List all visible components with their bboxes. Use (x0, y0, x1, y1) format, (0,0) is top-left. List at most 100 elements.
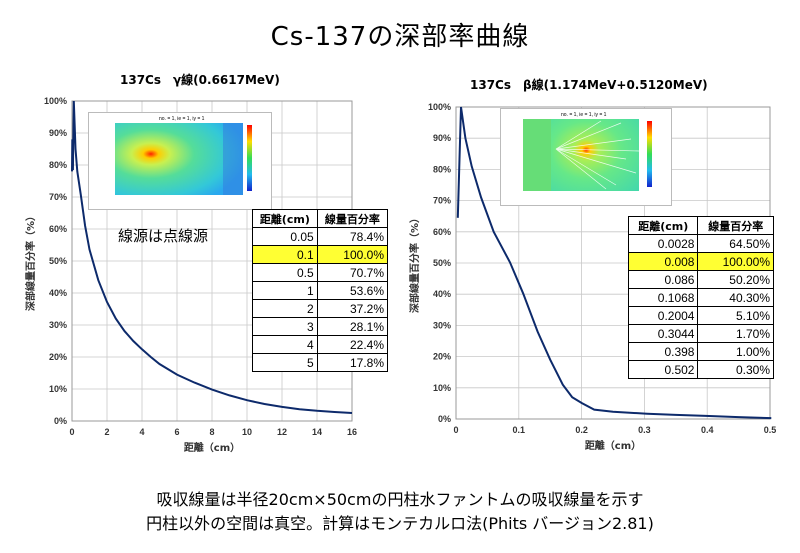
x-tick-label: 0.2 (575, 425, 588, 435)
page-title: Cs-137の深部率曲線 (270, 22, 530, 52)
y-axis-label: 深部線量百分率（%） (24, 211, 37, 311)
y-tick-label: 50% (433, 258, 451, 268)
table-header-dose: 線量百分率 (316, 209, 389, 228)
y-tick-label: 30% (433, 320, 451, 330)
x-axis-label: 距離（cm） (585, 439, 641, 452)
table-row: 0.398 1.00% (627, 342, 774, 361)
dose-cell: 53.6% (316, 281, 389, 300)
distance-cell: 0.008 (627, 252, 699, 271)
dose-cell: 5.10% (697, 306, 774, 325)
distance-cell: 0.5 (252, 263, 318, 282)
x-tick-label: 14 (312, 427, 322, 437)
distance-cell: 0.2004 (627, 306, 699, 325)
x-tick-label: 16 (347, 427, 357, 437)
x-tick-label: 4 (139, 427, 144, 437)
y-tick-label: 40% (433, 289, 451, 299)
y-tick-label: 70% (49, 192, 67, 202)
x-tick-label: 0 (453, 425, 458, 435)
series-line (71, 100, 353, 414)
dose-cell: 37.2% (316, 299, 389, 318)
y-tick-label: 20% (49, 352, 67, 362)
series-line (456, 106, 772, 420)
x-tick-label: 6 (174, 427, 179, 437)
y-tick-label: 50% (49, 256, 67, 266)
dose-cell: 1.00% (697, 342, 774, 361)
x-tick-label: 0 (69, 427, 74, 437)
table-row: 0.05 78.4% (252, 227, 389, 246)
gamma-simulation-inset: no. = 1, ie = 1, iy = 1 (88, 112, 272, 210)
x-tick-label: 0.1 (513, 425, 526, 435)
distance-cell: 5 (252, 353, 318, 372)
dose-cell: 40.30% (697, 288, 774, 307)
dose-cell: 70.7% (316, 263, 389, 282)
x-tick-label: 0.4 (701, 425, 714, 435)
table-row: 0.3044 1.70% (627, 324, 774, 343)
table-row: 5 17.8% (252, 353, 389, 372)
table-row: 0.086 50.20% (627, 270, 774, 289)
x-tick-label: 0.3 (638, 425, 651, 435)
y-tick-label: 10% (49, 384, 67, 394)
y-tick-label: 60% (433, 227, 451, 237)
y-tick-label: 80% (49, 160, 67, 170)
x-tick-label: 8 (209, 427, 214, 437)
y-tick-label: 0% (54, 416, 67, 426)
table-row: 1 53.6% (252, 281, 389, 300)
table-row: 0.0028 64.50% (627, 234, 774, 253)
dose-cell: 50.20% (697, 270, 774, 289)
dose-cell: 78.4% (316, 227, 389, 246)
inset-label-2: no. = 1, ie = 1, iy = 1 (561, 112, 607, 118)
x-tick-label: 10 (242, 427, 252, 437)
dose-cell: 100.00% (697, 252, 774, 271)
y-tick-label: 10% (433, 383, 451, 393)
y-tick-label: 90% (49, 128, 67, 138)
table-row: 0.2004 5.10% (627, 306, 774, 325)
x-tick-label: 12 (277, 427, 287, 437)
y-tick-label: 90% (433, 133, 451, 143)
distance-cell: 0.05 (252, 227, 318, 246)
y-tick-label: 0% (438, 414, 451, 424)
distance-cell: 0.398 (627, 342, 699, 361)
distance-cell: 3 (252, 317, 318, 336)
table-header-distance: 距離(cm) (627, 216, 699, 235)
dose-cell: 64.50% (697, 234, 774, 253)
dose-cell: 1.70% (697, 324, 774, 343)
table-row: 3 28.1% (252, 317, 389, 336)
y-axis-label: 深部線量百分率（%） (408, 213, 421, 313)
x-tick-label: 0.5 (764, 425, 777, 435)
footer-line-1: 吸収線量は半径20cm×50cmの円柱水ファントムの吸収線量を示す (156, 490, 644, 509)
gamma-dose-table: 距離(cm) 線量百分率 0.05 78.4% 0.1 100.0% 0.5 70.7% 1… (252, 209, 389, 372)
chart-2-title: 137Cs β線(1.174MeV+0.5120MeV) (470, 78, 708, 92)
distance-cell: 2 (252, 299, 318, 318)
dose-cell: 28.1% (316, 317, 389, 336)
point-source-note: 線源は点線源 (118, 227, 209, 245)
y-tick-label: 70% (433, 196, 451, 206)
dose-cell: 100.0% (316, 245, 389, 264)
y-tick-label: 60% (49, 224, 67, 234)
y-tick-label: 100% (44, 96, 67, 106)
table-row: 0.502 0.30% (627, 360, 774, 379)
distance-cell: 0.0028 (627, 234, 699, 253)
y-tick-label: 20% (433, 352, 451, 362)
distance-cell: 0.3044 (627, 324, 699, 343)
distance-cell: 0.1068 (627, 288, 699, 307)
chart-1-title: 137Cs γ線(0.6617MeV) (120, 73, 280, 87)
dose-cell: 17.8% (316, 353, 389, 372)
table-row: 0.1068 40.30% (627, 288, 774, 307)
distance-cell: 0.086 (627, 270, 699, 289)
table-row: 0.5 70.7% (252, 263, 389, 282)
y-tick-label: 80% (433, 164, 451, 174)
y-tick-label: 100% (428, 102, 451, 112)
beta-simulation-inset: no. = 1, ie = 1, iy = 1 (500, 108, 672, 206)
distance-cell: 1 (252, 281, 318, 300)
x-tick-label: 2 (104, 427, 109, 437)
beta-dose-table: 距離(cm) 線量百分率 0.0028 64.50% 0.008 100.00% 0.0… (627, 216, 774, 379)
dose-cell: 22.4% (316, 335, 389, 354)
footer-line-2: 円柱以外の空間は真空。計算はモンテカルロ法(Phits バージョン2.81) (146, 514, 654, 533)
table-row: 0.1 100.0% (252, 245, 389, 264)
table-header-distance: 距離(cm) (252, 209, 318, 228)
table-row: 0.008 100.00% (627, 252, 774, 271)
y-tick-label: 30% (49, 320, 67, 330)
distance-cell: 0.502 (627, 360, 699, 379)
table-header-dose: 線量百分率 (697, 216, 774, 235)
y-tick-label: 40% (49, 288, 67, 298)
